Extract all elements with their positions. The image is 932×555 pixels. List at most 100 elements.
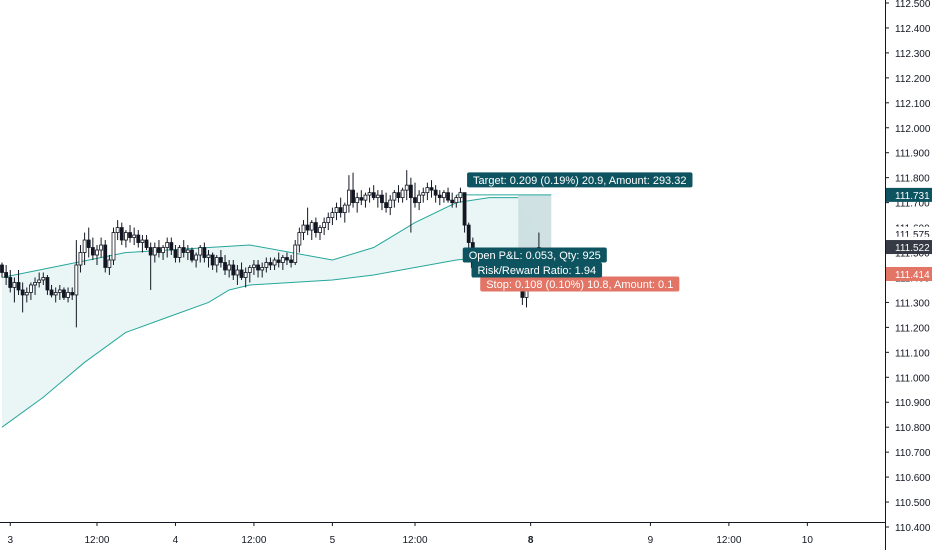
candle [214, 255, 219, 273]
price-tag-bg [886, 266, 932, 281]
candle [260, 262, 265, 278]
candle-body [351, 189, 355, 204]
candle [454, 195, 459, 208]
y-tick-label: 110.900 [895, 398, 931, 409]
ratio-label-text: Risk/Reward Ratio: 1.94 [477, 265, 596, 277]
candle [318, 225, 322, 241]
y-tick-label: 111.300 [895, 298, 930, 309]
candle-body [198, 247, 203, 256]
candle-body [119, 227, 124, 241]
candle [247, 265, 252, 283]
candle [326, 212, 331, 231]
candle-body [169, 242, 174, 251]
plot-area: Target: 0.209 (0.19%) 20.9, Amount: 293.… [0, 170, 693, 428]
stop-label: Stop: 0.108 (0.10%) 10.8, Amount: 0.1 [480, 276, 680, 292]
candle-body [70, 292, 75, 296]
candle-body [392, 192, 397, 201]
candle [4, 265, 9, 285]
ratio-label-bg [471, 262, 603, 278]
target-label-text: Target: 0.209 (0.19%) 20.9, Amount: 293.… [473, 175, 686, 187]
candle [165, 237, 170, 258]
candle-body [421, 192, 426, 196]
candle-body [90, 247, 95, 256]
candle-body [413, 197, 417, 204]
y-tick-label: 111.100 [895, 348, 930, 359]
candle [115, 220, 120, 241]
candle [29, 282, 33, 300]
candle-body [82, 239, 87, 253]
y-tick-label: 111.800 [895, 174, 930, 185]
candle [413, 182, 417, 208]
candle [111, 227, 116, 265]
x-tick-label: 5 [330, 535, 336, 546]
x-tick-label: 12:00 [84, 535, 109, 546]
candle-body [330, 212, 335, 218]
x-tick-label: 12:00 [241, 535, 266, 546]
candle-body [190, 249, 194, 261]
y-tick-label: 110.600 [895, 473, 931, 484]
candle [342, 202, 347, 223]
candle-body [322, 222, 327, 228]
candle-body [462, 192, 467, 226]
candle [198, 245, 203, 263]
candle [392, 190, 397, 208]
candle [268, 257, 273, 270]
candle [45, 274, 50, 295]
candle-body [161, 247, 165, 253]
y-tick-label: 112.400 [895, 24, 931, 35]
candle-body [256, 264, 260, 271]
candle-body [144, 239, 149, 248]
stop-label-text: Stop: 0.108 (0.10%) 10.8, Amount: 0.1 [486, 279, 673, 291]
pnl-label-bg [462, 247, 607, 263]
y-tick-label: 110.700 [895, 448, 931, 459]
candle [62, 287, 66, 300]
candle [433, 185, 438, 203]
candle [41, 272, 46, 285]
candle [8, 269, 13, 293]
candle [359, 190, 364, 206]
candle [136, 230, 141, 248]
candle [301, 220, 306, 241]
candle [206, 250, 211, 268]
x-tick-label: 4 [173, 535, 179, 546]
price-tag-label: 111.575 [895, 230, 930, 241]
candle-body [371, 192, 376, 199]
candle-body [115, 227, 120, 233]
candle-body [359, 197, 364, 201]
candle [231, 260, 236, 280]
candle [218, 250, 223, 268]
candle [78, 245, 83, 273]
candle-body [252, 264, 256, 268]
y-tick-label: 110.500 [895, 498, 931, 509]
candle [119, 222, 124, 246]
candle-body [289, 259, 294, 263]
y-tick-label: 112.000 [895, 124, 931, 135]
candle-body [140, 239, 145, 243]
candle [347, 175, 351, 213]
candle [429, 180, 434, 198]
x-tick-label: 12:00 [402, 535, 427, 546]
candle-body [33, 282, 37, 286]
target-zone [518, 194, 552, 248]
candle-body [243, 272, 248, 278]
candle-body [227, 264, 232, 271]
candle-body [74, 264, 79, 296]
candle [330, 207, 335, 226]
candle [202, 242, 207, 263]
candle-body [417, 194, 422, 204]
candle [466, 222, 471, 248]
candle-body [293, 244, 298, 263]
x-tick-label: 8 [528, 535, 534, 546]
candle [252, 260, 256, 275]
candle-body [466, 224, 471, 243]
candle [450, 192, 455, 208]
candle [24, 287, 29, 303]
candle-body [446, 192, 450, 201]
candle [99, 237, 104, 258]
candle [367, 187, 372, 203]
candle [396, 185, 401, 203]
candle-body [408, 184, 413, 199]
candle-body [4, 272, 9, 278]
